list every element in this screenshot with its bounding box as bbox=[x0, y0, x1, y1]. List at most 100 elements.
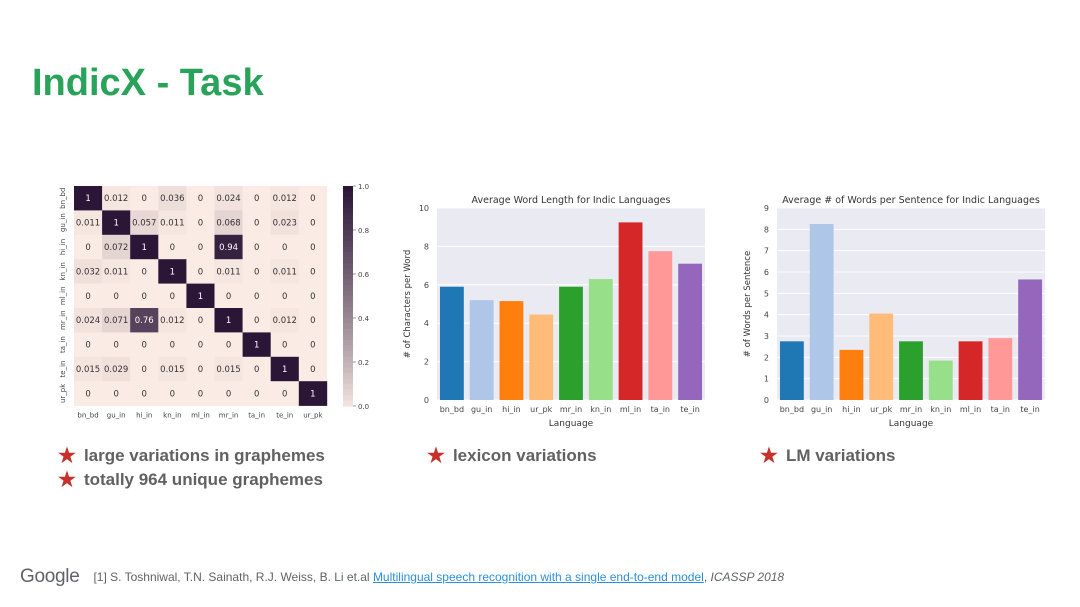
citation-link[interactable]: Multilingual speech recognition with a s… bbox=[372, 570, 704, 584]
word-length-y-label: # of Characters per Word bbox=[403, 250, 413, 358]
words-per-sentence-bar bbox=[809, 224, 834, 400]
bullet-item: ★ large variations in graphemes bbox=[58, 444, 325, 468]
heatmap-cell-label: 0 bbox=[282, 243, 287, 253]
colorbar-segment bbox=[343, 208, 353, 214]
heatmap-cell-label: 0.024 bbox=[216, 194, 240, 204]
word-length-y-tick-label: 8 bbox=[424, 242, 429, 251]
heatmap-cell-label: 0.011 bbox=[104, 267, 128, 277]
heatmap-cell-label: 0 bbox=[310, 194, 315, 204]
heatmap-svg: 1 0.012 0 0.036 0 0.024 0 0.012 00.011 1 0.057 0.01… bbox=[59, 183, 370, 420]
heatmap-cell-label: 0 bbox=[310, 243, 315, 253]
heatmap-cell bbox=[214, 234, 243, 260]
heatmap-cell bbox=[74, 356, 103, 382]
heatmap-cell-label: 0 bbox=[142, 194, 147, 204]
colorbar-tick-label: 0.0 bbox=[358, 403, 369, 411]
words-per-sentence-y-tick-label: 7 bbox=[764, 247, 769, 256]
heatmap-x-tick-label: mr_in bbox=[219, 412, 239, 420]
word-length-svg: Average Word Length for Indic Languages 0… bbox=[403, 195, 705, 429]
heatmap-cell bbox=[242, 234, 271, 260]
colorbar-segment bbox=[343, 345, 353, 352]
heatmap-cell-label: 0 bbox=[226, 389, 231, 399]
footer: Google [1] S. Toshniwal, T.N. Sainath, R… bbox=[20, 566, 784, 588]
heatmap-cell-label: 0 bbox=[170, 389, 175, 399]
word-length-x-label: Language bbox=[549, 419, 594, 429]
words-per-sentence-y-tick-label: 6 bbox=[764, 268, 769, 277]
word-length-bar bbox=[499, 301, 524, 400]
heatmap-cell bbox=[102, 381, 131, 406]
words-per-sentence-bar bbox=[1018, 279, 1043, 400]
colorbar-tick-label: 1.0 bbox=[358, 183, 369, 191]
heatmap-cell bbox=[102, 283, 131, 309]
star-icon: ★ bbox=[58, 445, 76, 467]
heatmap-cell bbox=[130, 259, 159, 284]
words-per-sentence-y-tick-label: 9 bbox=[764, 204, 769, 213]
heatmap-cell-label: 0.023 bbox=[273, 219, 297, 229]
heatmap-cell-label: 0 bbox=[254, 365, 259, 375]
heatmap-cell bbox=[270, 283, 300, 309]
bullets-left: ★ large variations in graphemes ★ totally … bbox=[58, 444, 325, 492]
heatmap-cell-label: 0 bbox=[310, 316, 315, 326]
heatmap-cell-label: 0.011 bbox=[160, 219, 184, 229]
heatmap-y-tick-label: hi_in bbox=[59, 239, 67, 255]
word-length-y-tick-label: 4 bbox=[424, 319, 429, 328]
heatmap-cell-label: 0 bbox=[226, 341, 231, 351]
colorbar-segment bbox=[343, 263, 353, 269]
bullets-middle: ★ lexicon variations bbox=[427, 444, 597, 468]
word-length-x-tick-label: hi_in bbox=[502, 405, 521, 414]
heatmap-cell bbox=[130, 186, 159, 211]
word-length-chart: Average Word Length for Indic Languages 0… bbox=[395, 188, 715, 433]
heatmap-cell-label: 0.071 bbox=[104, 316, 128, 326]
heatmap-cell-label: 0.072 bbox=[104, 243, 128, 253]
heatmap-x-tick-label: kn_in bbox=[163, 412, 181, 420]
heatmap-cell-label: 0 bbox=[254, 194, 259, 204]
colorbar-segment bbox=[343, 384, 353, 390]
words-per-sentence-y-tick-label: 8 bbox=[764, 225, 769, 234]
heatmap-cell-label: 0 bbox=[198, 316, 203, 326]
heatmap-cell bbox=[242, 332, 271, 358]
heatmap-cell bbox=[242, 308, 271, 333]
colorbar-tick-label: 0.4 bbox=[358, 315, 370, 323]
words-per-sentence-y-tick-label: 5 bbox=[764, 289, 769, 298]
heatmap-cell bbox=[270, 234, 300, 260]
heatmap-cell-label: 0 bbox=[282, 292, 287, 302]
word-length-bar bbox=[559, 286, 583, 400]
colorbar-segment bbox=[343, 224, 353, 231]
heatmap-cell bbox=[270, 332, 300, 358]
words-per-sentence-x-tick-label: ml_in bbox=[960, 405, 981, 414]
heatmap-cell bbox=[130, 332, 159, 358]
heatmap-cell-label: 0 bbox=[170, 243, 175, 253]
heatmap-cell bbox=[74, 186, 103, 211]
words-per-sentence-y-tick-label: 2 bbox=[764, 353, 769, 362]
colorbar-tick-label: 0.8 bbox=[358, 227, 369, 235]
bullet-item: ★ lexicon variations bbox=[427, 444, 597, 468]
colorbar-segment bbox=[343, 202, 353, 209]
heatmap-cell bbox=[186, 234, 215, 260]
heatmap-cell-label: 0 bbox=[310, 267, 315, 277]
heatmap-cell bbox=[74, 210, 103, 236]
heatmap-cell bbox=[214, 381, 243, 406]
colorbar-segment bbox=[343, 252, 353, 258]
heatmap-cell-label: 0.94 bbox=[219, 243, 238, 253]
heatmap-cell bbox=[298, 186, 328, 211]
colorbar-segment bbox=[343, 307, 353, 313]
heatmap-cell bbox=[158, 308, 187, 333]
words-per-sentence-bar bbox=[899, 341, 923, 400]
word-length-x-tick-label: bn_bd bbox=[440, 405, 464, 414]
heatmap-cell-label: 0 bbox=[85, 389, 90, 399]
word-length-y-tick-label: 2 bbox=[424, 358, 429, 367]
heatmap-cell-label: 0.057 bbox=[132, 219, 156, 229]
heatmap-cell bbox=[158, 234, 187, 260]
heatmap-cell bbox=[298, 332, 328, 358]
heatmap-cell bbox=[130, 210, 159, 236]
heatmap-cell-label: 0.011 bbox=[76, 219, 100, 229]
words-per-sentence-chart: Average # of Words per Sentence for Indi… bbox=[735, 188, 1055, 433]
words-per-sentence-y-tick-label: 1 bbox=[764, 375, 769, 384]
heatmap-cell bbox=[158, 356, 187, 382]
word-length-bar bbox=[469, 300, 494, 400]
heatmap-y-tick-label: ml_in bbox=[59, 286, 67, 305]
words-per-sentence-x-tick-label: hi_in bbox=[842, 405, 861, 414]
heatmap-cell bbox=[242, 210, 271, 236]
heatmap-cell-label: 0.068 bbox=[216, 219, 240, 229]
heatmap-cell-label: 1 bbox=[170, 267, 175, 277]
colorbar-segment bbox=[343, 230, 353, 236]
